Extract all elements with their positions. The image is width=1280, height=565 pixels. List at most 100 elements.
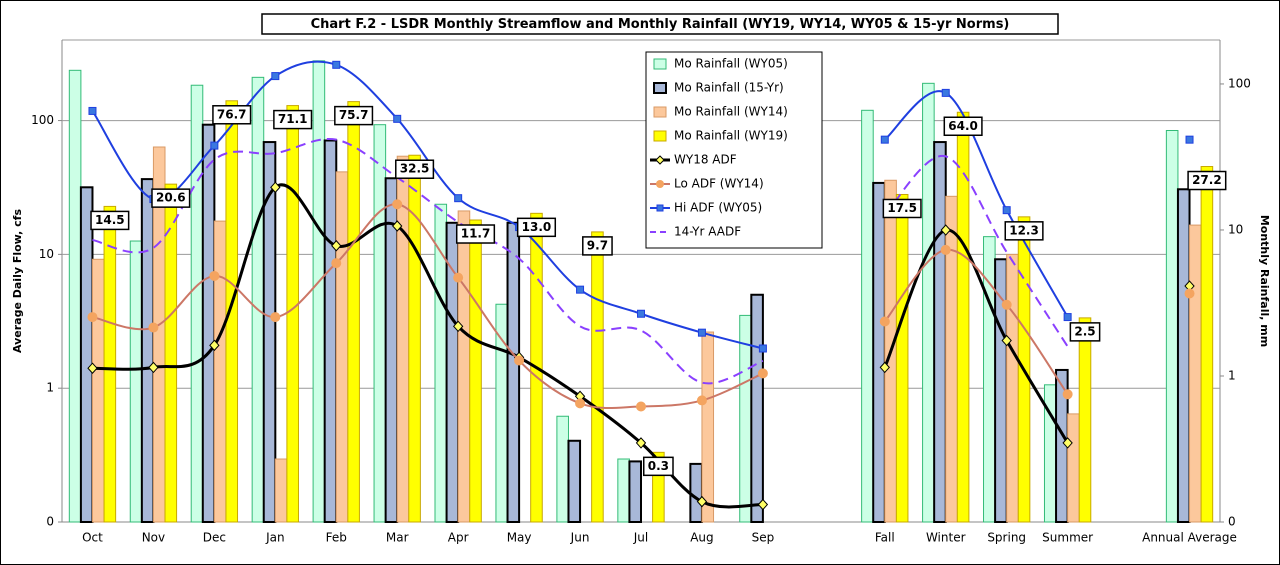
- data-label: 64.0: [948, 119, 978, 133]
- bar: [408, 154, 421, 523]
- data-label: 32.5: [400, 162, 430, 176]
- marker: [454, 194, 463, 203]
- bar: [323, 139, 338, 523]
- marker: [331, 258, 342, 269]
- data-label: 12.3: [1009, 223, 1039, 237]
- legend-swatch: [653, 130, 667, 142]
- y2-tick-label: 1: [1228, 368, 1236, 382]
- bar: [1078, 317, 1092, 523]
- bar: [347, 101, 360, 523]
- marker: [1001, 334, 1012, 347]
- x-tick-label: Nov: [142, 531, 165, 545]
- line: [884, 248, 1069, 395]
- legend-marker: [655, 155, 665, 165]
- legend: [645, 51, 823, 249]
- marker: [1002, 206, 1011, 215]
- legend-marker: [656, 204, 664, 212]
- x-tick-label: Winter: [926, 531, 966, 545]
- legend-label: WY18 ADF: [674, 153, 737, 167]
- legend-label: 14-Yr AADF: [674, 225, 741, 239]
- bar: [213, 220, 227, 523]
- marker: [270, 312, 281, 323]
- data-label: 2.5: [1074, 324, 1095, 338]
- y2-axis-title: Monthly Rainfall, mm: [1258, 215, 1271, 347]
- bar: [103, 205, 117, 523]
- marker: [758, 344, 767, 353]
- marker: [636, 401, 646, 412]
- bar: [933, 141, 947, 524]
- bar: [140, 178, 155, 524]
- marker: [209, 270, 220, 281]
- marker: [696, 495, 708, 508]
- legend-label: Mo Rainfall (WY14): [674, 105, 788, 119]
- bar: [469, 219, 482, 523]
- marker: [757, 368, 768, 379]
- bar: [312, 60, 326, 523]
- data-label: 76.7: [217, 107, 247, 121]
- data-label: 27.2: [1192, 173, 1222, 187]
- y-tick-label: 1: [46, 381, 54, 395]
- data-label: 17.5: [887, 201, 917, 215]
- x-tick-label: Jan: [265, 531, 285, 545]
- marker: [209, 339, 220, 352]
- marker: [452, 320, 464, 333]
- x-tick-label: Spring: [987, 531, 1026, 545]
- y2-tick-label: 10: [1228, 222, 1243, 236]
- chart-title: Chart F.2 - LSDR Monthly Streamflow and …: [311, 17, 1010, 32]
- marker: [1063, 313, 1072, 322]
- x-tick-label: Fall: [875, 531, 895, 545]
- marker: [637, 309, 645, 318]
- bar: [1067, 413, 1080, 523]
- marker: [576, 285, 585, 294]
- bar: [129, 240, 143, 523]
- legend-label: Lo ADF (WY14): [674, 177, 764, 191]
- x-tick-label: Aug: [690, 531, 713, 545]
- marker: [635, 437, 647, 449]
- marker: [393, 114, 402, 123]
- y-tick-label: 100: [31, 113, 54, 127]
- y2-tick-label: 0: [1228, 515, 1236, 529]
- bar: [373, 124, 387, 523]
- marker: [514, 355, 525, 366]
- line: [883, 228, 1069, 444]
- marker: [1062, 437, 1073, 449]
- x-tick-label: Oct: [82, 531, 103, 545]
- data-label: 75.7: [339, 108, 369, 122]
- data-label-box: [642, 456, 674, 477]
- bar: [872, 181, 886, 523]
- marker: [697, 328, 706, 337]
- bar: [495, 303, 509, 523]
- marker: [332, 60, 341, 69]
- marker: [88, 106, 97, 115]
- bar: [274, 458, 288, 523]
- marker: [940, 224, 951, 236]
- bar: [956, 111, 970, 523]
- bar: [445, 221, 460, 524]
- data-label-box: [212, 105, 252, 125]
- data-label-box: [151, 188, 191, 208]
- x-tick-label: Jun: [570, 531, 590, 545]
- data-label-box: [90, 210, 130, 231]
- bar: [384, 177, 399, 524]
- marker: [331, 240, 342, 252]
- x-tick-label: Summer: [1042, 531, 1093, 545]
- x-tick-label: Jul: [633, 531, 648, 545]
- marker: [879, 361, 890, 374]
- data-label: 9.7: [587, 238, 608, 252]
- legend-label: Mo Rainfall (WY19): [674, 129, 788, 143]
- bar: [1176, 188, 1191, 523]
- bar: [591, 231, 604, 523]
- bar: [895, 193, 909, 523]
- bar: [628, 460, 642, 523]
- marker: [270, 181, 281, 194]
- x-tick-label: May: [507, 531, 532, 545]
- bar: [79, 186, 94, 524]
- x-tick-label: Feb: [326, 531, 347, 545]
- marker: [148, 322, 159, 333]
- bar: [1189, 224, 1202, 523]
- data-label: 13.0: [522, 220, 552, 234]
- y-axis-title: Average Daily Flow, cfs: [11, 209, 24, 353]
- marker: [1062, 389, 1073, 400]
- bar: [506, 221, 521, 524]
- data-label: 71.1: [278, 112, 308, 126]
